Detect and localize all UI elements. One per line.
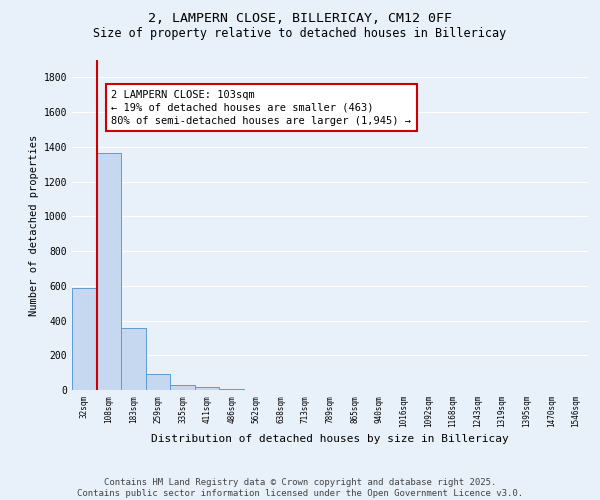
Bar (146, 374, 170, 390)
Text: 2 LAMPERN CLOSE: 103sqm
← 19% of detached houses are smaller (463)
80% of semi-d: 2 LAMPERN CLOSE: 103sqm ← 19% of detache… (112, 90, 412, 126)
Text: Size of property relative to detached houses in Billericay: Size of property relative to detached ho… (94, 28, 506, 40)
Y-axis label: Number of detached properties: Number of detached properties (29, 134, 40, 316)
Bar (170, 385, 195, 390)
Bar (72, 288, 97, 390)
Text: 2, LAMPERN CLOSE, BILLERICAY, CM12 0FF: 2, LAMPERN CLOSE, BILLERICAY, CM12 0FF (148, 12, 452, 26)
Text: Contains HM Land Registry data © Crown copyright and database right 2025.
Contai: Contains HM Land Registry data © Crown c… (77, 478, 523, 498)
Bar (97, 153, 121, 390)
X-axis label: Distribution of detached houses by size in Billericay: Distribution of detached houses by size … (151, 434, 509, 444)
Bar (195, 388, 220, 390)
Bar (121, 328, 146, 390)
Bar (220, 389, 244, 390)
